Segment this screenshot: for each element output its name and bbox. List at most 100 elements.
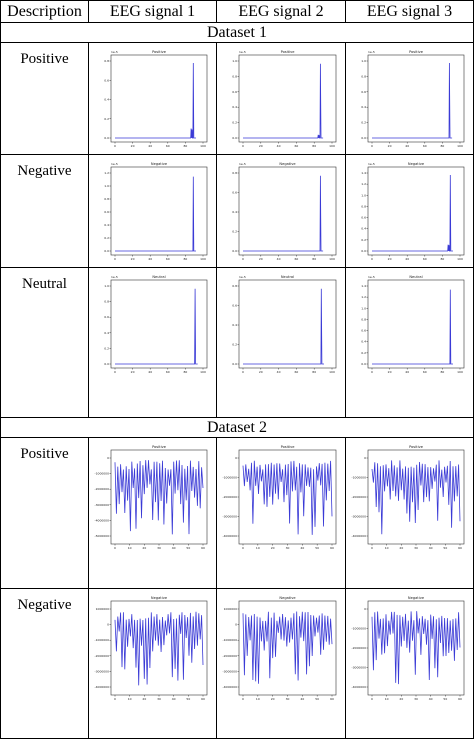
y-tick-label: 0.2 <box>104 346 109 350</box>
y-tick-label: -2000000 <box>352 646 367 650</box>
y-tick-label: 1.0 <box>104 284 109 288</box>
y-tick-label: -5000000 <box>95 534 110 538</box>
eeg-signal-line <box>114 460 204 535</box>
x-tick-label: 60 <box>201 546 205 550</box>
plot-title: Negative <box>151 162 168 166</box>
x-tick-label: 40 <box>172 697 176 701</box>
plot-frame <box>110 166 208 256</box>
y-tick-label: 0 <box>364 456 366 460</box>
x-tick-label: 50 <box>315 697 319 701</box>
y-tick-label: -1000000 <box>223 638 238 642</box>
plot-scale-label: 1e-5 <box>239 50 246 54</box>
x-tick-label: 50 <box>186 697 190 701</box>
eeg-signal-line <box>371 460 461 535</box>
dataset-2-title: Dataset 2 <box>0 417 474 438</box>
x-tick-label: 60 <box>166 370 170 374</box>
y-tick-label: 0.0 <box>232 362 237 366</box>
header-eeg-signal-3: EEG signal 3 <box>345 0 474 23</box>
y-tick-label: -1000000 <box>95 472 110 476</box>
dataset-2-negative-row: Negative Negative 1000000 0 -1000000 -200000… <box>0 588 474 739</box>
y-tick-label: -1000000 <box>352 627 367 631</box>
x-tick-label: 30 <box>157 546 161 550</box>
plot-title: Neutral <box>281 275 294 279</box>
y-tick-label: 0 <box>235 456 237 460</box>
x-tick-label: 60 <box>330 546 334 550</box>
eeg-plot: Neutral 1e-5 0.0 0.2 0.4 0.6 0.8 1.0 0 20 40 60 80 10… <box>104 275 208 374</box>
x-tick-label: 100 <box>457 144 463 148</box>
plot-cell: Positive 0 -1000000 -2000000 -3000000 -400000… <box>345 437 474 589</box>
y-tick-label: -4000000 <box>223 685 238 689</box>
eeg-plot: Negative 1e-5 0.0 0.2 0.4 0.6 0.8 0 20 40 60 80 100 <box>232 162 337 261</box>
x-tick-label: 20 <box>259 144 263 148</box>
plot-title: Neutral <box>409 275 422 279</box>
header-eeg-signal-2: EEG signal 2 <box>216 0 346 23</box>
y-tick-label: 0.6 <box>232 90 237 94</box>
y-tick-label: 1.2 <box>361 295 366 299</box>
y-tick-label: 0.8 <box>232 171 237 175</box>
plot-title: Positive <box>281 50 296 54</box>
y-tick-label: 0.4 <box>232 210 237 214</box>
y-tick-label: 0.6 <box>232 304 237 308</box>
x-tick-label: 50 <box>315 546 319 550</box>
plot-cell: Positive 0 -1000000 -2000000 -3000000 -400000… <box>88 437 217 589</box>
plot-frame <box>110 54 208 143</box>
x-tick-label: 60 <box>423 257 427 261</box>
y-tick-label: 0.6 <box>361 329 366 333</box>
y-tick-label: 0.4 <box>232 105 237 109</box>
x-tick-label: 80 <box>440 144 444 148</box>
row-label: Positive <box>0 42 89 155</box>
plot-cell: Positive 1e-5 0.0 0.2 0.4 0.6 0.8 1.0 0 20 40 60 80 1… <box>216 42 346 155</box>
y-tick-label: -2000000 <box>95 654 110 658</box>
plot-cell: Positive 1e-5 0.0 0.2 0.4 0.6 0.8 0 20 40 60 80 100 <box>88 42 217 155</box>
y-tick-label: 0 <box>107 456 109 460</box>
x-tick-label: 40 <box>300 546 304 550</box>
x-tick-label: 10 <box>385 546 389 550</box>
x-tick-label: 60 <box>201 697 205 701</box>
x-tick-label: 0 <box>242 697 244 701</box>
x-tick-label: 60 <box>423 370 427 374</box>
y-tick-label: 0.6 <box>104 78 109 82</box>
y-tick-label: 0.0 <box>104 362 109 366</box>
row-label: Neutral <box>0 267 89 418</box>
y-tick-label: 0.4 <box>361 227 366 231</box>
plot-title: Negative <box>408 596 425 600</box>
x-tick-label: 0 <box>371 546 373 550</box>
x-tick-label: 20 <box>142 697 146 701</box>
x-tick-label: 100 <box>329 257 335 261</box>
plot-scale-label: 1e-5 <box>239 275 246 279</box>
y-tick-label: 0.8 <box>361 204 366 208</box>
eeg-plot: Positive 1e-5 0.0 0.2 0.4 0.6 0.8 1.0 0 20 40 60 80 1… <box>232 50 337 148</box>
y-tick-label: 0.6 <box>361 216 366 220</box>
eeg-signal-line <box>114 611 204 686</box>
y-tick-label: 1.2 <box>361 182 366 186</box>
row-label: Negative <box>0 588 89 739</box>
plot-frame <box>238 279 337 369</box>
x-tick-label: 0 <box>242 370 244 374</box>
x-tick-label: 100 <box>329 144 335 148</box>
header-description: Description <box>0 0 89 23</box>
y-tick-label: 0.2 <box>232 230 237 234</box>
dataset-1-negative-row: Negative Negative 1e-5 0.0 0.2 0.4 0.6 0.8 1.0 1… <box>0 154 474 268</box>
y-tick-label: 0.6 <box>361 90 366 94</box>
x-tick-label: 60 <box>294 144 298 148</box>
x-tick-label: 60 <box>166 257 170 261</box>
y-tick-label: 0 <box>364 607 366 611</box>
x-tick-label: 100 <box>200 257 206 261</box>
eeg-signal-line <box>372 62 453 139</box>
eeg-signal-line <box>115 176 196 252</box>
x-tick-label: 0 <box>242 257 244 261</box>
y-tick-label: 0.0 <box>361 249 366 253</box>
x-tick-label: 60 <box>166 144 170 148</box>
plot-frame <box>238 166 337 256</box>
y-tick-label: 0.8 <box>232 74 237 78</box>
x-tick-label: 40 <box>300 697 304 701</box>
y-tick-label: 0.6 <box>104 315 109 319</box>
header-row: Description EEG signal 1 EEG signal 2 EE… <box>0 0 474 23</box>
eeg-plot: Negative 1000000 0 -1000000 -2000000 -3000000… <box>95 596 208 701</box>
x-tick-label: 80 <box>312 370 316 374</box>
x-tick-label: 100 <box>329 370 335 374</box>
plot-title: Positive <box>152 50 167 54</box>
eeg-plot: Positive 1e-5 0.0 0.2 0.4 0.6 0.8 1.0 0 20 40 60 80 1… <box>361 50 465 148</box>
y-tick-label: -4000000 <box>352 685 367 689</box>
y-tick-label: 0.8 <box>104 197 109 201</box>
